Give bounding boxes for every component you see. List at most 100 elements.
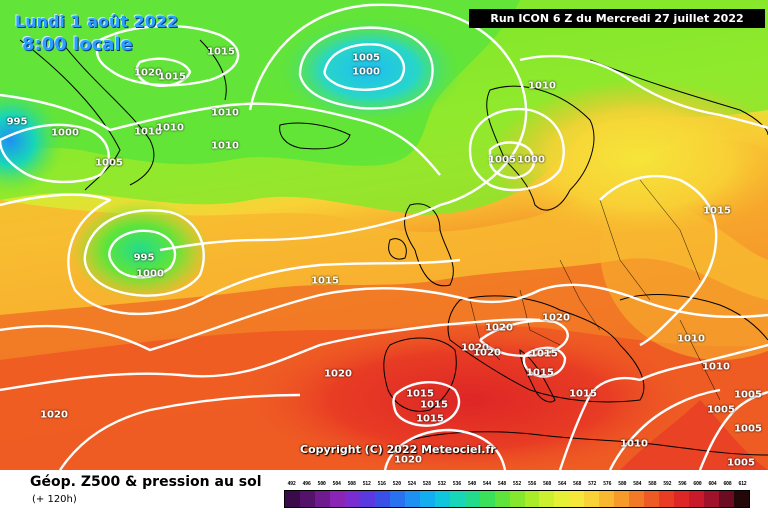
isobar-label: 1005 [95,157,123,169]
isobar-1015-central [0,283,768,352]
isobar-label: 1015 [703,205,731,217]
isobar-label: 1010 [211,107,239,119]
scale-tick-label: 524 [407,481,416,487]
scale-tick-label: 604 [708,481,717,487]
scale-tick-label: 568 [573,481,582,487]
isobar-label: 1005 [488,154,516,166]
isobar-label: 1015 [311,275,339,287]
isobar-label: 1015 [416,413,444,425]
isobars [0,3,768,470]
scale-swatch [539,491,555,507]
coastlines [19,39,768,456]
scale-tick-label: 492 [287,481,296,487]
isobar-1005-baltic [468,107,565,192]
britain-coast [404,203,454,287]
isobar-995-atlantic [108,229,177,279]
italy-coast [519,349,556,403]
scale-swatch [314,491,330,507]
isobar-label: 1005 [352,52,380,64]
isobar-1010-arctic [519,54,768,130]
isobar-1020-greenland [135,57,192,87]
scale-tick-label: 556 [527,481,537,487]
scale-tick-label: 600 [693,481,702,487]
scale-tick-label: 572 [588,481,597,487]
scale-swatch [404,491,420,507]
isobar-label: 1005 [734,423,762,435]
scale-swatch [524,491,540,507]
geopotential-field [0,0,768,470]
isobar-label: 1010 [134,126,162,138]
isobar-label: 1015 [420,399,448,411]
scale-swatch [329,491,345,507]
scale-swatch [704,491,720,507]
isobar-1015-iberia [392,381,461,427]
isobar-1000-west [0,123,110,184]
isobar-1010-east [608,388,721,470]
east-med-band [620,400,768,470]
forecast-time: 8:00 locale [22,34,133,55]
black-sea-coast [619,294,768,341]
isobar-1015-greenland [95,24,240,87]
isobar-1015-italy [522,346,567,378]
isobar-1020-alps [479,319,569,357]
scale-swatch [719,491,735,507]
weather-map: Lundi 1 août 2022 8:00 locale Run ICON 6… [0,0,768,470]
scale-swatch [479,491,495,507]
mediterranean-ridge [240,320,700,470]
scale-swatch [494,491,510,507]
isobar-label: 1005 [727,457,755,469]
iberia-coast [383,337,457,412]
isobar-label: 1020 [473,347,501,359]
isobar-label: 1010 [677,333,705,345]
scale-tick-label: 540 [467,481,476,487]
isobar-1005-east [698,390,768,470]
isobar-label: 1015 [207,46,235,58]
greenland-east-coast [59,39,155,186]
scale-swatch [584,491,600,507]
isobar-label: 1020 [40,409,68,421]
isobar-1015-east [599,174,718,347]
arctic-coast [199,39,227,101]
isobar-1000-iceland [323,43,406,91]
scale-tick-label: 504 [332,481,341,487]
isobar-label: 1015 [158,71,186,83]
isobar-label: 1010 [620,438,648,450]
atlantic-low-core [70,200,210,300]
scale-tick-label: 536 [452,481,461,487]
scale-swatch [389,491,405,507]
isobar-label: 1000 [352,66,380,78]
scale-tick-label: 508 [347,481,356,487]
scale-tick-label: 500 [317,481,326,487]
isobar-label: 1000 [51,127,79,139]
legend-subtitle: (+ 120h) [32,494,77,505]
scale-swatch [554,491,570,507]
isobar-label: 1020 [394,454,422,466]
isobar-label: 995 [133,252,155,264]
isobar-label: 1010 [528,80,556,92]
isobar-1000-atlantic [83,209,205,297]
legend-title: Géop. Z500 & pression au sol [30,474,262,490]
color-scale: 492 496 500 504 508 512 516 520 524 528 532 536 540 5… [284,478,750,508]
scandinavia-coast [486,85,595,211]
scale-tick-label: 520 [392,481,401,487]
scale-tick-label: 528 [422,481,431,487]
scale-swatch [374,491,390,507]
scale-tick-label: 552 [512,481,522,487]
isobar-1005-atlantic [0,193,461,316]
scandinavia-ridge [490,80,768,240]
scale-swatch [299,491,315,507]
scale-tick-label: 580 [618,481,627,487]
model-run-label: Run ICON 6 Z du Mercredi 27 juillet 2022 [469,9,765,28]
isobar-1020-africa [383,428,507,470]
isobar-1005-iceland [298,26,434,110]
scale-tick-label: 544 [482,481,491,487]
scale-swatch [614,491,630,507]
scale-swatch [449,491,465,507]
scale-swatch [419,491,435,507]
isobar-label: 1020 [324,368,352,380]
scale-swatch [734,491,750,507]
isobar-1010-iceland [248,3,528,207]
scale-tick-label: 584 [633,481,642,487]
scale-swatch [689,491,705,507]
scale-tick-label: 576 [603,481,612,487]
